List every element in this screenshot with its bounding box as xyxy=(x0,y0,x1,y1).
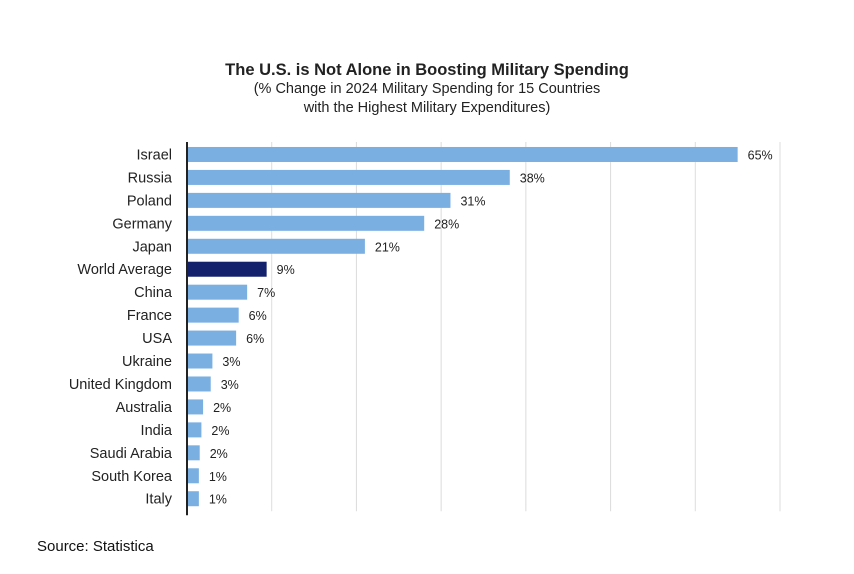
bar-poland xyxy=(187,192,451,208)
data-label: 2% xyxy=(211,424,229,438)
bar-saudi-arabia xyxy=(187,445,200,461)
data-label: 31% xyxy=(460,194,485,208)
category-label: Germany xyxy=(112,216,172,232)
chart-title: The U.S. is Not Alone in Boosting Milita… xyxy=(225,61,629,79)
data-label: 6% xyxy=(249,309,267,323)
bars xyxy=(187,146,738,507)
bar-india xyxy=(187,422,202,438)
data-label: 1% xyxy=(209,470,227,484)
category-label: World Average xyxy=(77,262,172,278)
category-label: Japan xyxy=(132,239,172,255)
chart-subtitle-line-1: (% Change in 2024 Military Spending for … xyxy=(253,81,601,97)
source-note: Source: Statistica xyxy=(37,538,154,555)
category-label: Australia xyxy=(116,400,173,416)
data-label: 21% xyxy=(375,240,400,254)
data-label: 2% xyxy=(210,447,228,461)
category-label: Ukraine xyxy=(122,354,172,370)
data-label: 38% xyxy=(520,171,545,185)
data-label: 28% xyxy=(434,217,459,231)
bar-japan xyxy=(187,238,365,254)
data-label: 9% xyxy=(277,263,295,277)
bar-israel xyxy=(187,146,738,162)
category-label: USA xyxy=(142,331,172,347)
category-label: Italy xyxy=(145,492,172,508)
category-label: United Kingdom xyxy=(69,377,172,393)
category-label: South Korea xyxy=(91,469,173,485)
bar-world-average xyxy=(187,261,267,277)
data-label: 65% xyxy=(748,148,773,162)
category-label: Poland xyxy=(127,193,172,209)
bar-italy xyxy=(187,491,199,507)
category-label: Saudi Arabia xyxy=(90,446,173,462)
bar-germany xyxy=(187,215,425,231)
data-label: 2% xyxy=(213,401,231,415)
bar-united-kingdom xyxy=(187,376,211,392)
category-label: France xyxy=(127,308,172,324)
data-label: 3% xyxy=(222,355,240,369)
category-label: Israel xyxy=(137,147,172,163)
chart-subtitle-line-2: with the Highest Military Expenditures) xyxy=(303,100,551,116)
bar-south-korea xyxy=(187,468,199,484)
value-labels: 65% 38% 31%28% 21% 9%7% 6% 6% 3% 3% 2% 2% 2% 1% 1% xyxy=(209,148,773,506)
bar-france xyxy=(187,307,239,323)
data-label: 6% xyxy=(246,332,264,346)
data-label: 7% xyxy=(257,286,275,300)
bar-australia xyxy=(187,399,204,415)
bar-ukraine xyxy=(187,353,213,369)
bar-china xyxy=(187,284,248,300)
bar-russia xyxy=(187,169,510,185)
category-labels: Israel Russia Poland Germany Japan World Aver… xyxy=(69,147,173,507)
bar-usa xyxy=(187,330,237,346)
data-label: 1% xyxy=(209,493,227,507)
category-label: Russia xyxy=(128,170,173,186)
category-label: China xyxy=(134,285,173,301)
category-label: India xyxy=(141,423,173,439)
data-label: 3% xyxy=(221,378,239,392)
